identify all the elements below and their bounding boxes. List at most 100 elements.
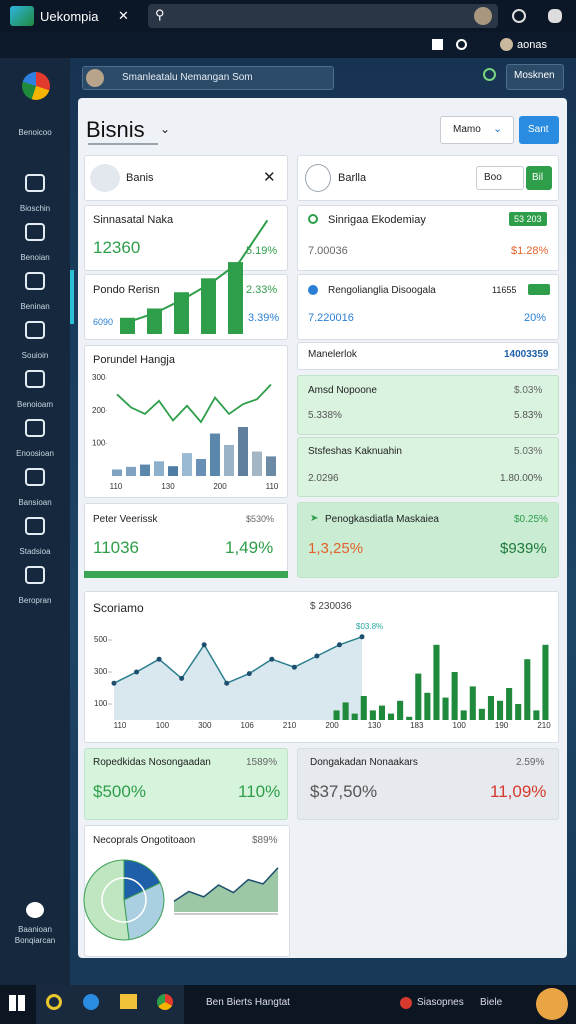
metric-value: 12360 (93, 238, 141, 257)
bar (360, 696, 367, 720)
filter-label: Banis (126, 172, 154, 184)
x-tick-label: 190 (495, 721, 509, 730)
top-button-text[interactable]: Mosknen (514, 70, 555, 81)
primary-button[interactable] (519, 116, 559, 144)
metric-extra: 1589% (246, 757, 278, 768)
settings-icon[interactable] (548, 9, 562, 23)
page-title: Bisnis (86, 117, 145, 142)
metric-value: 5.338% (308, 410, 342, 421)
chip[interactable] (476, 166, 524, 190)
chip-text[interactable]: Boo (484, 172, 502, 183)
sidebar-item[interactable]: Bioschin (19, 204, 51, 213)
area-fill (114, 636, 362, 720)
sidebar-icon[interactable] (25, 517, 45, 535)
pie-slice (123, 859, 161, 901)
taskbar-item[interactable]: Ben Bierts Hangtat (206, 997, 290, 1008)
notification-icon[interactable] (483, 68, 496, 81)
tab-title[interactable]: Uekompia (40, 9, 99, 24)
sidebar-item[interactable]: Enoosioan (16, 449, 54, 458)
sidebar-icon[interactable] (25, 468, 45, 486)
taskbar-item[interactable]: Siasopnes (417, 997, 464, 1008)
start-button[interactable] (9, 995, 25, 1011)
dropdown[interactable] (440, 116, 514, 144)
area-fill (174, 867, 278, 912)
bar (469, 686, 476, 720)
sidebar-item[interactable]: Beropran (18, 596, 52, 605)
growth-chart (120, 219, 269, 334)
metric-extra: 2.59% (516, 757, 545, 768)
sidebar-item[interactable]: Stadsioa (19, 547, 51, 556)
metric-value: 11036 (93, 538, 140, 557)
metric-card (297, 375, 559, 435)
bar (478, 708, 485, 720)
bar (351, 713, 358, 720)
sidebar-item[interactable]: Benoian (20, 253, 50, 262)
sidebar-item[interactable]: Benoioam (16, 400, 54, 409)
metric-title: Penogkasdiatla Maskaiea (325, 514, 439, 525)
app-icon[interactable] (157, 994, 173, 1010)
point (359, 634, 365, 640)
sidebar-footer[interactable]: Baanioan Bonqiarcan (14, 925, 56, 945)
x-tick-label: 210 (283, 721, 297, 730)
user-badge[interactable] (536, 988, 568, 1020)
sidebar-icon[interactable] (25, 419, 45, 437)
bar (112, 469, 122, 476)
sidebar-icon[interactable] (25, 223, 45, 241)
dropdown-text[interactable]: Mamo (453, 124, 481, 135)
sidebar-item[interactable]: Benoicoo (18, 128, 52, 137)
app-icon[interactable] (120, 994, 137, 1009)
bar (406, 716, 413, 720)
sidebar-item[interactable]: Bansioan (18, 498, 52, 507)
metric-delta: 5.83% (514, 410, 543, 421)
primary-button-text[interactable]: Sant (528, 124, 549, 135)
sidebar-item[interactable]: Beninan (20, 302, 50, 311)
sidebar-footer-icon[interactable] (26, 902, 44, 918)
chart-title: Scoriamo (93, 601, 144, 615)
bar (397, 700, 404, 720)
sidebar-icon[interactable] (25, 566, 45, 584)
app-icon (10, 6, 34, 26)
metric-card (297, 502, 559, 578)
chip-text[interactable]: Bil (532, 172, 544, 183)
app-icon[interactable] (46, 994, 62, 1010)
point (156, 656, 162, 662)
sidebar-icon[interactable] (25, 370, 45, 388)
x-tick-label: 300 (198, 721, 212, 730)
metric-value: 2.0296 (308, 473, 339, 484)
title-caret[interactable]: ⌄ (160, 122, 171, 136)
user-avatar[interactable] (500, 38, 513, 51)
metric-title: Dongakadan Nonaakars (310, 757, 418, 768)
refresh-icon[interactable] (512, 9, 526, 23)
bar (487, 696, 494, 720)
chip[interactable] (526, 166, 552, 190)
dropdown-caret[interactable]: ⌄ (493, 123, 503, 135)
bar (460, 710, 467, 720)
sidebar-icon[interactable] (25, 321, 45, 339)
x-tick-label: 200 (325, 721, 339, 730)
metric-delta: 110% (238, 782, 281, 801)
point (111, 680, 117, 686)
point (134, 669, 140, 675)
filter-card[interactable] (297, 155, 559, 201)
metric-value: 6090 (93, 317, 114, 327)
metric-title: Sinrigaa Ekodemiay (328, 214, 426, 226)
metric-delta: 5.19% (246, 245, 278, 257)
metric-delta: 1.80.00% (500, 473, 543, 484)
filter-close[interactable]: ✕ (263, 169, 276, 186)
x-tick-label: 183 (410, 721, 424, 730)
tab-close[interactable]: ✕ (118, 8, 129, 23)
address-bar[interactable] (148, 4, 498, 28)
point (179, 675, 185, 681)
metric-icon: ➤ (310, 513, 319, 524)
sidebar-icon[interactable] (25, 272, 45, 290)
search-box[interactable] (82, 66, 334, 90)
point (246, 671, 252, 677)
sidebar-item[interactable]: Souioin (21, 351, 49, 360)
point (269, 656, 275, 662)
top-button[interactable] (506, 64, 564, 90)
sidebar-icon[interactable] (25, 174, 45, 192)
app-icon[interactable] (83, 994, 99, 1010)
avatar[interactable] (474, 7, 492, 25)
taskbar-item[interactable]: Biele (480, 997, 503, 1008)
list-value: 14003359 (504, 349, 549, 360)
